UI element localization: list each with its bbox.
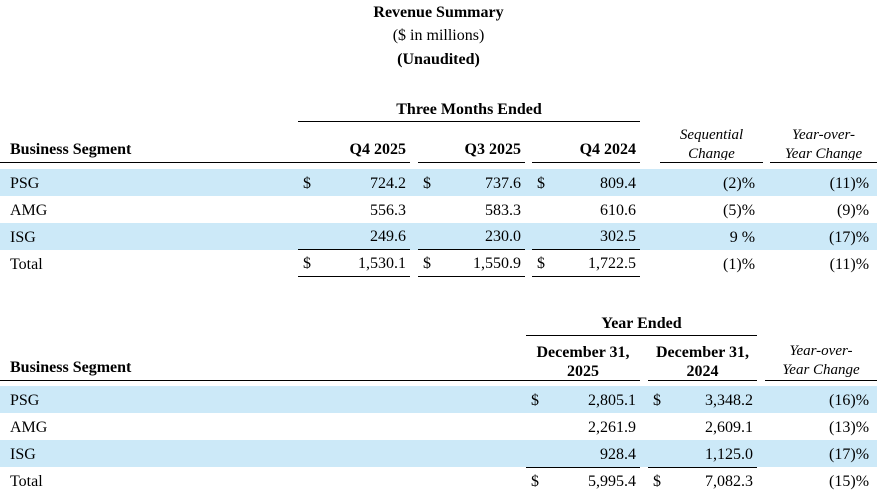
currency-cell <box>298 222 318 250</box>
table-row-amg: AMG 556.3 583.3 610.6 (5)% (9)% <box>0 196 877 223</box>
december-31-2024-header: December 31, 2024 <box>648 335 758 381</box>
table-row-total: Total $ 5,995.4 $ 7,082.3 (15)% <box>0 467 877 493</box>
unaudited-note: (Unaudited) <box>397 51 480 68</box>
segment-cell: ISG <box>0 440 526 467</box>
value-cell: 724.2 <box>318 168 410 196</box>
value-cell: 2,609.1 <box>705 419 754 436</box>
yoy-change-cell: (17)% <box>765 440 877 467</box>
table-row: Business Segment December 31, 2025 Decemb… <box>0 335 877 381</box>
table-row: Three Months Ended <box>0 95 877 122</box>
q4-2025-header: Q4 2025 <box>298 121 410 163</box>
segment-cell: AMG <box>10 201 48 219</box>
yoy-change-cell: (15)% <box>829 473 870 490</box>
currency-cell: $ <box>648 386 668 413</box>
table-row: Business Segment Q4 2025 Q3 2025 Q4 2024… <box>0 121 877 163</box>
december-31-2025-header: December 31, 2025 <box>526 335 640 381</box>
page-title: Revenue Summary <box>373 4 504 21</box>
yoy-change-cell: (16)% <box>765 386 877 413</box>
sequential-change-cell: (5)% <box>723 201 756 219</box>
segment-cell: ISG <box>0 222 298 250</box>
business-segment-header: Business Segment <box>0 335 526 381</box>
table-row-isg: ISG 249.6 230.0 302.5 9 % (17)% <box>0 222 877 250</box>
currency-cell <box>526 413 546 440</box>
sequential-change-cell: 9 % <box>660 222 764 250</box>
value-cell: 583.3 <box>485 201 521 219</box>
year-ended-header: Year Ended <box>526 312 758 336</box>
currency-cell <box>298 196 318 223</box>
value-cell: 5,995.4 <box>546 467 640 493</box>
value-cell: 1,530.1 <box>318 249 410 277</box>
currency-cell <box>532 222 552 250</box>
value-cell: 230.0 <box>438 222 525 250</box>
three-months-ended-header: Three Months Ended <box>298 95 641 122</box>
currency-cell: $ <box>526 386 546 413</box>
currency-cell <box>648 440 668 468</box>
currency-cell <box>532 196 552 223</box>
table-row-amg: AMG 2,261.9 2,609.1 (13)% <box>0 413 877 440</box>
currency-cell: $ <box>532 168 552 196</box>
segment-cell: AMG <box>10 419 48 436</box>
currency-cell: $ <box>298 249 318 277</box>
currency-cell: $ <box>526 467 546 493</box>
value-cell: 249.6 <box>318 222 410 250</box>
yoy-change-header: Year-over- Year Change <box>765 335 877 381</box>
table-row-psg: PSG $ 724.2 $ 737.6 $ 809.4 (2)% (11)% <box>0 168 877 196</box>
segment-cell: PSG <box>0 168 298 196</box>
sequential-change-cell: (2)% <box>660 168 764 196</box>
yoy-change-cell: (11)% <box>829 255 870 273</box>
value-cell: 2,261.9 <box>588 419 636 436</box>
value-cell: 7,082.3 <box>668 467 758 493</box>
units-subtitle: ($ in millions) <box>392 27 485 44</box>
value-cell: 3,348.2 <box>668 386 758 413</box>
currency-cell: $ <box>418 249 438 277</box>
segment-cell: Total <box>10 473 43 490</box>
value-cell: 556.3 <box>370 201 406 219</box>
value-cell: 2,805.1 <box>546 386 640 413</box>
table-row-isg: ISG 928.4 1,125.0 (17)% <box>0 440 877 468</box>
currency-cell: $ <box>532 249 552 277</box>
yoy-change-header: Year-over- Year Change <box>770 121 877 163</box>
sequential-change-cell: (1)% <box>723 255 756 273</box>
currency-cell: $ <box>418 168 438 196</box>
annual-revenue-table: Year Ended Business Segment December 31,… <box>0 312 877 493</box>
value-cell: 1,550.9 <box>438 249 525 277</box>
value-cell: 302.5 <box>552 222 641 250</box>
currency-cell <box>526 440 546 468</box>
table-row-psg: PSG $ 2,805.1 $ 3,348.2 (16)% <box>0 386 877 413</box>
value-cell: 1,125.0 <box>668 440 758 468</box>
segment-cell: Total <box>10 255 43 273</box>
currency-cell <box>648 413 668 440</box>
table-row-total: Total $ 1,530.1 $ 1,550.9 $ 1,722.5 (1)%… <box>0 249 877 277</box>
quarterly-revenue-table: Three Months Ended Business Segment Q4 2… <box>0 95 877 277</box>
yoy-change-cell: (13)% <box>829 419 870 436</box>
currency-cell: $ <box>298 168 318 196</box>
value-cell: 610.6 <box>600 201 637 219</box>
yoy-change-cell: (9)% <box>837 201 870 219</box>
value-cell: 809.4 <box>552 168 641 196</box>
business-segment-header: Business Segment <box>0 121 298 163</box>
value-cell: 1,722.5 <box>552 249 641 277</box>
q4-2024-header: Q4 2024 <box>532 121 641 163</box>
table-row: Year Ended <box>0 312 877 336</box>
currency-cell: $ <box>648 467 668 493</box>
yoy-change-cell: (11)% <box>770 168 877 196</box>
sequential-change-header: Sequential Change <box>660 121 764 163</box>
yoy-change-cell: (17)% <box>770 222 877 250</box>
value-cell: 737.6 <box>438 168 525 196</box>
currency-cell <box>418 196 438 223</box>
value-cell: 928.4 <box>546 440 640 468</box>
q3-2025-header: Q3 2025 <box>418 121 525 163</box>
segment-cell: PSG <box>0 386 526 413</box>
currency-cell <box>418 222 438 250</box>
